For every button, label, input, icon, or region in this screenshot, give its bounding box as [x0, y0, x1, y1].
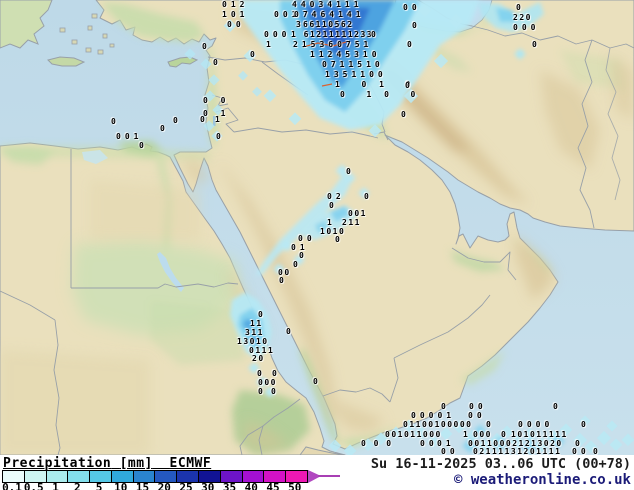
basemap-graphic	[0, 0, 634, 455]
crete	[47, 56, 86, 67]
precip-south-coast	[328, 415, 634, 455]
scale-tick-label: 45	[266, 481, 280, 490]
forecast-map: 012 44034111 101 001 07464141 00 3 66110562 000 1…	[0, 0, 634, 455]
scale-tick-label: 30	[201, 481, 215, 490]
scale-segment	[242, 471, 265, 482]
scale-segment	[46, 471, 69, 482]
scale-tick-label: 1	[52, 481, 59, 490]
lake-nasser	[157, 252, 184, 292]
scale-segment	[220, 471, 243, 482]
scale-arrow-icon	[308, 470, 321, 483]
forecast-datetime: Su 16-11-2025 03..06 UTC (00+78)	[370, 456, 631, 472]
scale-tick-label: 10	[114, 481, 128, 490]
cyprus	[167, 56, 199, 68]
scale-arrow-tail	[318, 475, 340, 477]
precip-central-saudi	[255, 164, 370, 275]
djibouti-coast	[299, 446, 346, 455]
precip-red-sea-west	[230, 292, 276, 398]
qattara-depression	[82, 150, 108, 164]
scale-segment	[24, 471, 47, 482]
legend-model: ECMWF	[169, 456, 212, 471]
scale-segment	[90, 471, 112, 482]
legend-unit: [mm]	[119, 456, 153, 471]
scale-segment	[111, 471, 134, 482]
color-scale	[2, 470, 308, 483]
scale-tick-label: 15	[135, 481, 150, 490]
scale-segment	[3, 471, 25, 482]
color-scale-labels: 0.1 0.5 1 2 5 10 15 20 25 30 35 40 45 50	[0, 481, 340, 490]
legend-title: Precipitation [mm] ECMWF	[3, 456, 211, 471]
scale-segment	[264, 471, 287, 482]
precip-scatter-north	[223, 4, 464, 138]
lowland-green-shading	[0, 2, 625, 455]
scale-tick-label: 0.5	[23, 481, 44, 490]
copyright: © weatheronline.co.uk	[453, 472, 631, 488]
scale-segment	[133, 471, 156, 482]
scale-tick-label: 40	[244, 481, 258, 490]
greece	[0, 0, 53, 49]
scale-tick-label: 0.1	[2, 481, 22, 490]
legend-param: Precipitation	[3, 456, 112, 471]
scale-segment	[199, 471, 221, 482]
scale-tick-label: 25	[179, 481, 193, 490]
scale-tick-label: 50	[288, 481, 302, 490]
scale-tick-label: 2	[73, 481, 81, 490]
scale-segment	[155, 471, 178, 482]
precip-caspian-east	[478, 2, 544, 60]
front-line	[302, 41, 347, 87]
scale-tick-label: 20	[157, 481, 171, 490]
scale-tick-label: 35	[222, 481, 237, 490]
scale-segment	[68, 471, 91, 482]
scale-segment	[177, 471, 200, 482]
dead-sea	[213, 116, 216, 126]
legend-bar: Precipitation [mm] ECMWF 0.1 0.5 1 2 5 10 15 20…	[0, 455, 634, 490]
scale-segment	[286, 471, 307, 482]
scale-tick-label: 5	[95, 481, 103, 490]
aegean-islands	[59, 13, 115, 55]
